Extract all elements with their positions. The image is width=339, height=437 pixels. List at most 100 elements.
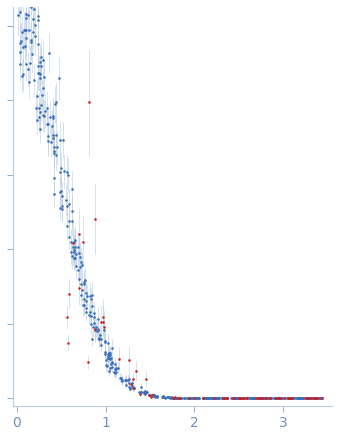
Point: [215, 395, 220, 402]
Point: [137, 391, 143, 398]
Point: [278, 395, 283, 402]
Point: [162, 394, 168, 401]
Point: [243, 395, 249, 402]
Point: [148, 394, 154, 401]
Point: [57, 136, 62, 143]
Point: [238, 395, 243, 402]
Point: [93, 327, 98, 334]
Point: [313, 395, 319, 402]
Point: [255, 395, 260, 402]
Point: [300, 395, 306, 402]
Point: [304, 395, 310, 402]
Point: [216, 395, 221, 402]
Point: [251, 395, 256, 402]
Point: [52, 174, 57, 181]
Point: [285, 395, 291, 402]
Point: [83, 289, 88, 296]
Point: [219, 395, 225, 402]
Point: [60, 193, 65, 200]
Point: [88, 321, 94, 328]
Point: [104, 357, 109, 364]
Point: [253, 395, 259, 402]
Point: [234, 395, 240, 402]
Point: [25, 11, 30, 18]
Point: [255, 395, 261, 402]
Point: [213, 395, 218, 402]
Point: [57, 169, 62, 176]
Point: [99, 341, 104, 348]
Point: [269, 395, 274, 402]
Point: [185, 395, 191, 402]
Point: [126, 375, 132, 382]
Point: [96, 335, 101, 342]
Point: [72, 249, 77, 256]
Point: [46, 50, 52, 57]
Point: [85, 359, 91, 366]
Point: [113, 366, 118, 373]
Point: [224, 395, 230, 402]
Point: [238, 395, 243, 402]
Point: [237, 395, 242, 402]
Point: [24, 15, 29, 22]
Point: [256, 395, 261, 402]
Point: [40, 111, 45, 118]
Point: [93, 216, 98, 223]
Point: [89, 303, 94, 310]
Point: [38, 62, 43, 69]
Point: [52, 144, 57, 151]
Point: [68, 249, 74, 256]
Point: [101, 323, 107, 330]
Point: [36, 105, 42, 112]
Point: [167, 394, 173, 401]
Point: [275, 395, 280, 402]
Point: [31, 6, 37, 13]
Point: [160, 393, 166, 400]
Point: [73, 250, 79, 257]
Point: [79, 281, 84, 288]
Point: [230, 395, 235, 402]
Point: [45, 138, 51, 145]
Point: [35, 69, 40, 76]
Point: [244, 395, 250, 402]
Point: [65, 339, 71, 346]
Point: [51, 147, 56, 154]
Point: [54, 132, 59, 139]
Point: [154, 392, 160, 399]
Point: [40, 85, 46, 92]
Point: [154, 392, 160, 399]
Point: [142, 391, 147, 398]
Point: [21, 44, 26, 51]
Point: [113, 365, 119, 372]
Point: [239, 395, 244, 402]
Point: [224, 395, 230, 402]
Point: [192, 395, 197, 402]
Point: [201, 395, 206, 402]
Point: [275, 395, 280, 402]
Point: [250, 395, 256, 402]
Point: [35, 116, 40, 123]
Point: [116, 355, 122, 362]
Point: [202, 395, 207, 402]
Point: [89, 336, 95, 343]
Point: [65, 222, 70, 229]
Point: [240, 395, 246, 402]
Point: [200, 395, 206, 402]
Point: [307, 395, 313, 402]
Point: [287, 395, 292, 402]
Point: [35, 41, 41, 48]
Point: [237, 395, 242, 402]
Point: [161, 393, 166, 400]
Point: [48, 139, 54, 146]
Point: [173, 394, 179, 401]
Point: [108, 361, 114, 368]
Point: [69, 217, 75, 224]
Point: [243, 395, 249, 402]
Point: [294, 395, 299, 402]
Point: [286, 395, 291, 402]
Point: [295, 395, 300, 402]
Point: [292, 395, 297, 402]
Point: [172, 394, 177, 401]
Point: [313, 395, 318, 402]
Point: [174, 394, 179, 401]
Point: [119, 378, 124, 385]
